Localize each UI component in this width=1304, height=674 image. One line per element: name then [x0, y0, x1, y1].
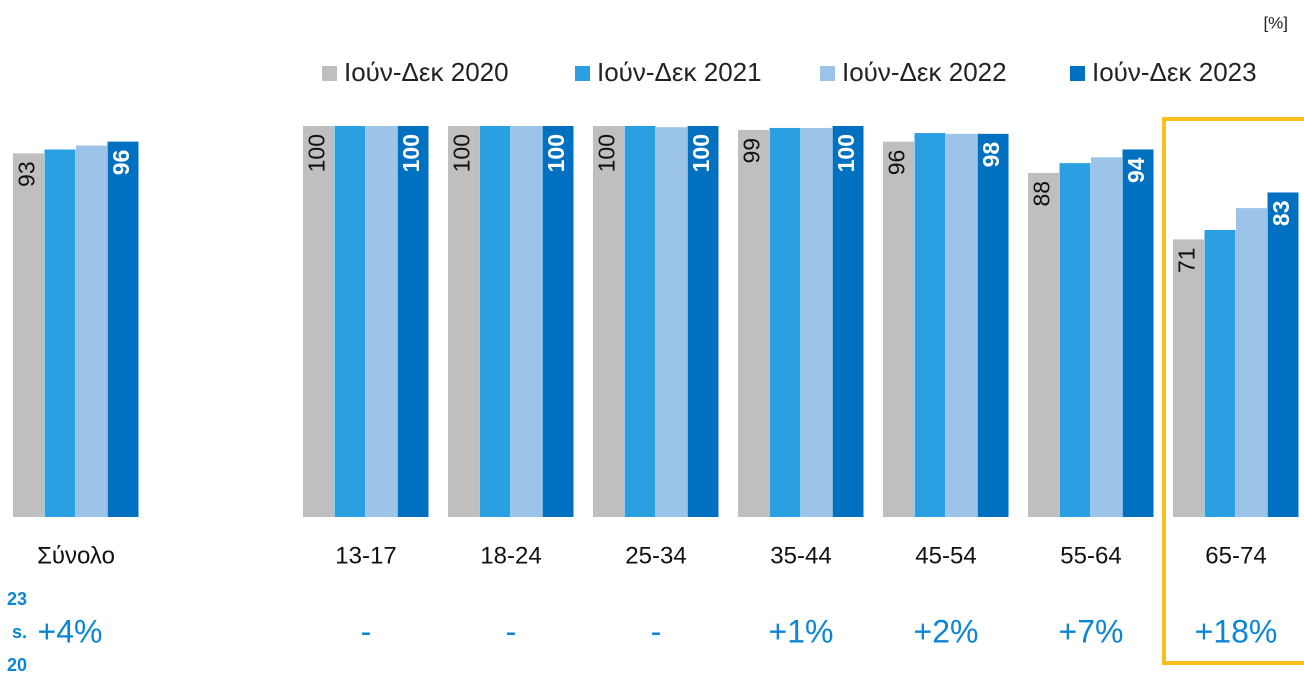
bar [914, 133, 946, 517]
data-label: 83 [1268, 200, 1294, 226]
changes-label: 23 [7, 589, 27, 609]
bar [76, 145, 107, 518]
change-label: +1% [769, 613, 834, 649]
bar [801, 127, 832, 517]
bar [448, 126, 479, 517]
data-label: 99 [739, 138, 765, 164]
x-tick-label: 13-17 [335, 542, 396, 569]
data-label: 93 [14, 161, 40, 187]
x-tick-label: 65-74 [1205, 542, 1266, 569]
bar [738, 129, 769, 517]
x-tick-label: 45-54 [915, 542, 976, 569]
x-tick-label: Σύνολο [37, 542, 115, 569]
change-label: - [361, 613, 372, 649]
data-label: 100 [594, 134, 620, 172]
change-label: +2% [914, 613, 979, 649]
data-label: 100 [833, 134, 859, 172]
bar [624, 126, 656, 517]
bar [1173, 239, 1204, 517]
legend-marker [1070, 66, 1085, 81]
data-label: 100 [449, 134, 475, 172]
data-label: 96 [884, 150, 910, 176]
bar [366, 126, 397, 517]
changes-label: s. [12, 622, 27, 642]
legend-label: Ιούν-Δεκ 2020 [344, 57, 509, 87]
bar [334, 126, 366, 517]
bar [13, 153, 44, 517]
data-label: 96 [108, 150, 134, 176]
bar [1059, 163, 1091, 517]
change-label: +4% [38, 613, 103, 649]
x-tick-label: 25-34 [625, 542, 686, 569]
bar [1204, 230, 1236, 518]
legend-marker [575, 66, 590, 81]
data-label: 100 [543, 134, 569, 172]
bar [44, 149, 76, 517]
data-label: 98 [978, 142, 1004, 168]
bar [832, 126, 864, 517]
data-label: 100 [688, 134, 714, 172]
bar [397, 126, 429, 517]
bar [1122, 149, 1154, 517]
bar [303, 126, 334, 517]
bar [1236, 208, 1267, 518]
bar [687, 126, 719, 517]
data-label: 100 [304, 134, 330, 172]
data-label: 71 [1174, 247, 1200, 273]
unit-label: [%] [1263, 13, 1288, 32]
legend-label: Ιούν-Δεκ 2023 [1092, 57, 1257, 87]
legend-label: Ιούν-Δεκ 2021 [597, 57, 762, 87]
bar [883, 141, 914, 517]
changes-label: 20 [7, 655, 27, 674]
change-label: - [506, 613, 517, 649]
bar [1091, 157, 1122, 517]
highlight-box [1162, 117, 1304, 665]
x-tick-label: 35-44 [770, 542, 831, 569]
bar [977, 133, 1009, 517]
legend-label: Ιούν-Δεκ 2022 [842, 57, 1007, 87]
change-label: +18% [1195, 613, 1278, 649]
x-tick-label: 55-64 [1060, 542, 1121, 569]
x-tick-label: 18-24 [480, 542, 541, 569]
change-label: - [651, 613, 662, 649]
data-label: 100 [398, 134, 424, 172]
data-label: 94 [1123, 157, 1149, 183]
bar [593, 126, 624, 517]
bar [656, 127, 687, 517]
bar [511, 126, 542, 517]
bar [946, 133, 977, 517]
change-label: +7% [1059, 613, 1124, 649]
legend-marker [322, 66, 337, 81]
legend-marker [820, 66, 835, 81]
data-label: 88 [1029, 181, 1055, 207]
bar [1267, 192, 1299, 517]
bar [1028, 172, 1059, 518]
bar [542, 126, 574, 517]
bar [479, 126, 511, 517]
bar [107, 141, 139, 517]
bar [769, 127, 801, 517]
